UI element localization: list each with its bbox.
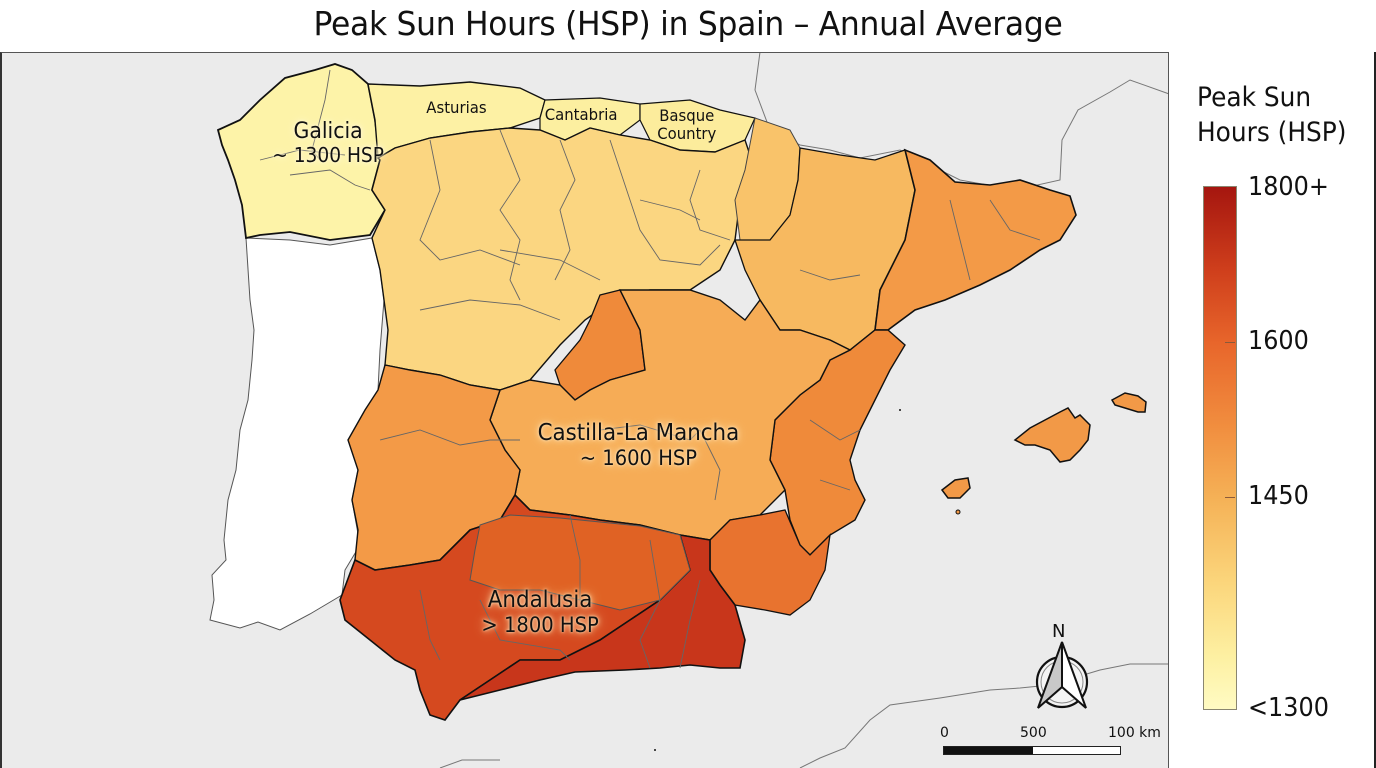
clm-value: ~ 1600 HSP xyxy=(579,446,698,471)
legend-label-1300: <1300 xyxy=(1248,693,1329,723)
label-andalusia: Andalusia > 1800 HSP xyxy=(481,587,598,638)
label-galicia: Galicia ~ 1300 HSP xyxy=(272,119,384,167)
spain-map xyxy=(209,53,1168,768)
africa-outline xyxy=(799,663,1168,768)
legend-label-1450: 1450 xyxy=(1248,481,1309,511)
province-borders xyxy=(259,69,1041,669)
legend-label-1600: 1600 xyxy=(1248,326,1309,356)
label-castilla-la-mancha: Castilla-La Mancha ~ 1600 HSP xyxy=(538,420,740,471)
tick-1600 xyxy=(1225,342,1235,343)
andalusia-name: Andalusia xyxy=(487,587,593,613)
region-catalonia xyxy=(874,148,1077,331)
map-title: Peak Sun Hours (HSP) in Spain – Annual A… xyxy=(313,4,1063,43)
legend-title-line2: Hours (HSP) xyxy=(1197,117,1347,148)
legend-title: Peak Sun Hours (HSP) xyxy=(1197,80,1346,150)
galicia-value: ~ 1300 HSP xyxy=(272,143,384,168)
label-basque-country: Basque Country xyxy=(657,106,717,144)
label-cantabria: Cantabria xyxy=(544,105,618,124)
scale-bar xyxy=(943,746,1121,755)
galicia-name: Galicia xyxy=(293,119,363,144)
region-andalusia-east xyxy=(459,534,746,701)
clm-name: Castilla-La Mancha xyxy=(537,420,740,446)
ceuta-outline xyxy=(439,759,500,768)
scale-label-100km: 100 km xyxy=(1108,725,1161,741)
menorca xyxy=(1110,392,1147,413)
north-arrow-icon xyxy=(1035,641,1089,709)
mallorca xyxy=(1013,407,1091,463)
legend-title-line1: Peak Sun xyxy=(1197,82,1312,113)
label-asturias: Asturias xyxy=(426,98,487,117)
tick-1450 xyxy=(1225,497,1235,498)
legend-label-1800: 1800+ xyxy=(1248,172,1329,202)
map-panel[interactable] xyxy=(0,52,1169,768)
color-ramp xyxy=(1203,186,1237,710)
legend-panel: Peak Sun Hours (HSP) xyxy=(1170,52,1376,768)
scale-label-500: 500 xyxy=(1020,725,1047,741)
scale-label-0: 0 xyxy=(940,725,949,741)
andalusia-value: > 1800 HSP xyxy=(481,613,599,638)
north-label: N xyxy=(1052,621,1066,642)
basque-line2: Country xyxy=(657,124,717,144)
ibiza xyxy=(940,477,971,499)
basque-line1: Basque xyxy=(659,106,715,125)
